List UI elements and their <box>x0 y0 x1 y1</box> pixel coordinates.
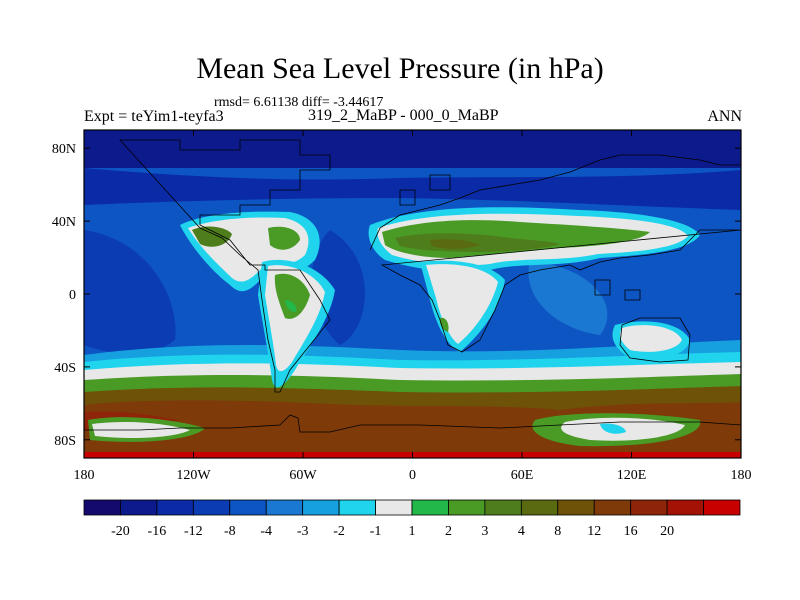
high-latitude-band <box>84 168 741 210</box>
colorbar-swatch <box>411 499 449 516</box>
colorbar-swatch <box>448 499 486 516</box>
x-tick-label: 0 <box>409 468 416 483</box>
season-label: ANN <box>707 108 742 125</box>
colorbar-label: -1 <box>370 524 382 539</box>
colorbar-label: 3 <box>481 524 488 539</box>
colorbar-swatch <box>83 499 121 516</box>
north-america-green-nw <box>192 226 232 247</box>
colorbar-label: 2 <box>445 524 452 539</box>
y-axis: 80N 40N 0 40S 80S <box>52 142 741 449</box>
colorbar-swatch <box>302 499 340 516</box>
eurasia-dark-olive <box>430 239 480 249</box>
antarctic-cyan-spot <box>600 423 626 434</box>
colorbar-swatch <box>703 499 741 516</box>
map-field <box>84 130 741 458</box>
colorbar-swatch <box>120 499 158 516</box>
africa-green <box>439 317 449 332</box>
antarctica-outline <box>84 414 741 433</box>
colorbar-label: 12 <box>587 524 601 539</box>
colorbar-label: 1 <box>409 524 416 539</box>
colorbar-label: -3 <box>297 524 309 539</box>
south-america-bright-green <box>285 300 297 312</box>
colorbar-swatch <box>630 499 668 516</box>
islands-outline <box>399 174 641 301</box>
north-america-green-ne <box>268 226 300 250</box>
x-tick-label: 60W <box>289 468 317 483</box>
americas-outline <box>119 139 331 393</box>
experiment-label: Expt = teYim1-teyfa3 <box>84 108 224 125</box>
coastlines <box>84 139 741 433</box>
x-tick-label: 180 <box>74 468 95 483</box>
colorbar-swatch <box>484 499 522 516</box>
africa-white <box>426 264 498 344</box>
y-tick-label: 40N <box>52 215 76 230</box>
colorbar-swatch <box>338 499 376 516</box>
colorbar: -20 -16 -12 -8 -4 -3 -2 -1 1 2 3 4 8 12 16 20 <box>83 499 741 539</box>
colorbar-label: 16 <box>624 524 638 539</box>
colorbar-swatch <box>375 499 413 516</box>
colorbar-swatch <box>192 499 231 516</box>
australia-white <box>620 325 682 352</box>
indian-trop <box>528 260 608 335</box>
y-tick-label: 0 <box>69 288 76 303</box>
colorbar-label: -16 <box>148 524 167 539</box>
stats-label: rmsd= 6.61138 diff= -3.44617 <box>214 95 384 110</box>
colorbar-label: -12 <box>184 524 203 539</box>
colorbar-label: -8 <box>224 524 236 539</box>
colorbar-swatch <box>557 499 595 516</box>
eurasia-olive <box>395 233 560 252</box>
map-title: Mean Sea Level Pressure (in hPa) <box>196 52 604 85</box>
south-america-green <box>274 273 310 319</box>
colorbar-swatch <box>520 499 559 516</box>
colorbar-swatch <box>156 499 194 516</box>
x-tick-label: 60E <box>511 468 534 483</box>
colorbar-swatch <box>666 499 704 516</box>
colorbar-label: 8 <box>554 524 561 539</box>
australia-outline <box>619 317 691 363</box>
arctic-field <box>84 130 741 168</box>
x-tick-label: 120E <box>617 468 647 483</box>
pacific-trop <box>84 230 176 354</box>
y-tick-label: 80S <box>54 434 76 449</box>
colorbar-label: -4 <box>260 524 272 539</box>
colorbar-swatch <box>229 499 267 516</box>
colorbar-label: 20 <box>660 524 674 539</box>
y-tick-label: 40S <box>54 361 76 376</box>
x-tick-label: 180 <box>731 468 752 483</box>
colorbar-swatch <box>593 499 632 516</box>
x-axis: 180 120W 60W 0 60E 120E 180 <box>74 130 752 483</box>
colorbar-label: -2 <box>333 524 345 539</box>
colorbar-label: -20 <box>111 524 130 539</box>
x-tick-label: 120W <box>176 468 211 483</box>
colorbar-label: 4 <box>518 524 525 539</box>
y-tick-label: 80N <box>52 142 76 157</box>
colorbar-swatch <box>265 499 304 516</box>
old-world-outline <box>369 154 741 353</box>
comparison-label: 319_2_MaBP - 000_0_MaBP <box>308 107 499 124</box>
